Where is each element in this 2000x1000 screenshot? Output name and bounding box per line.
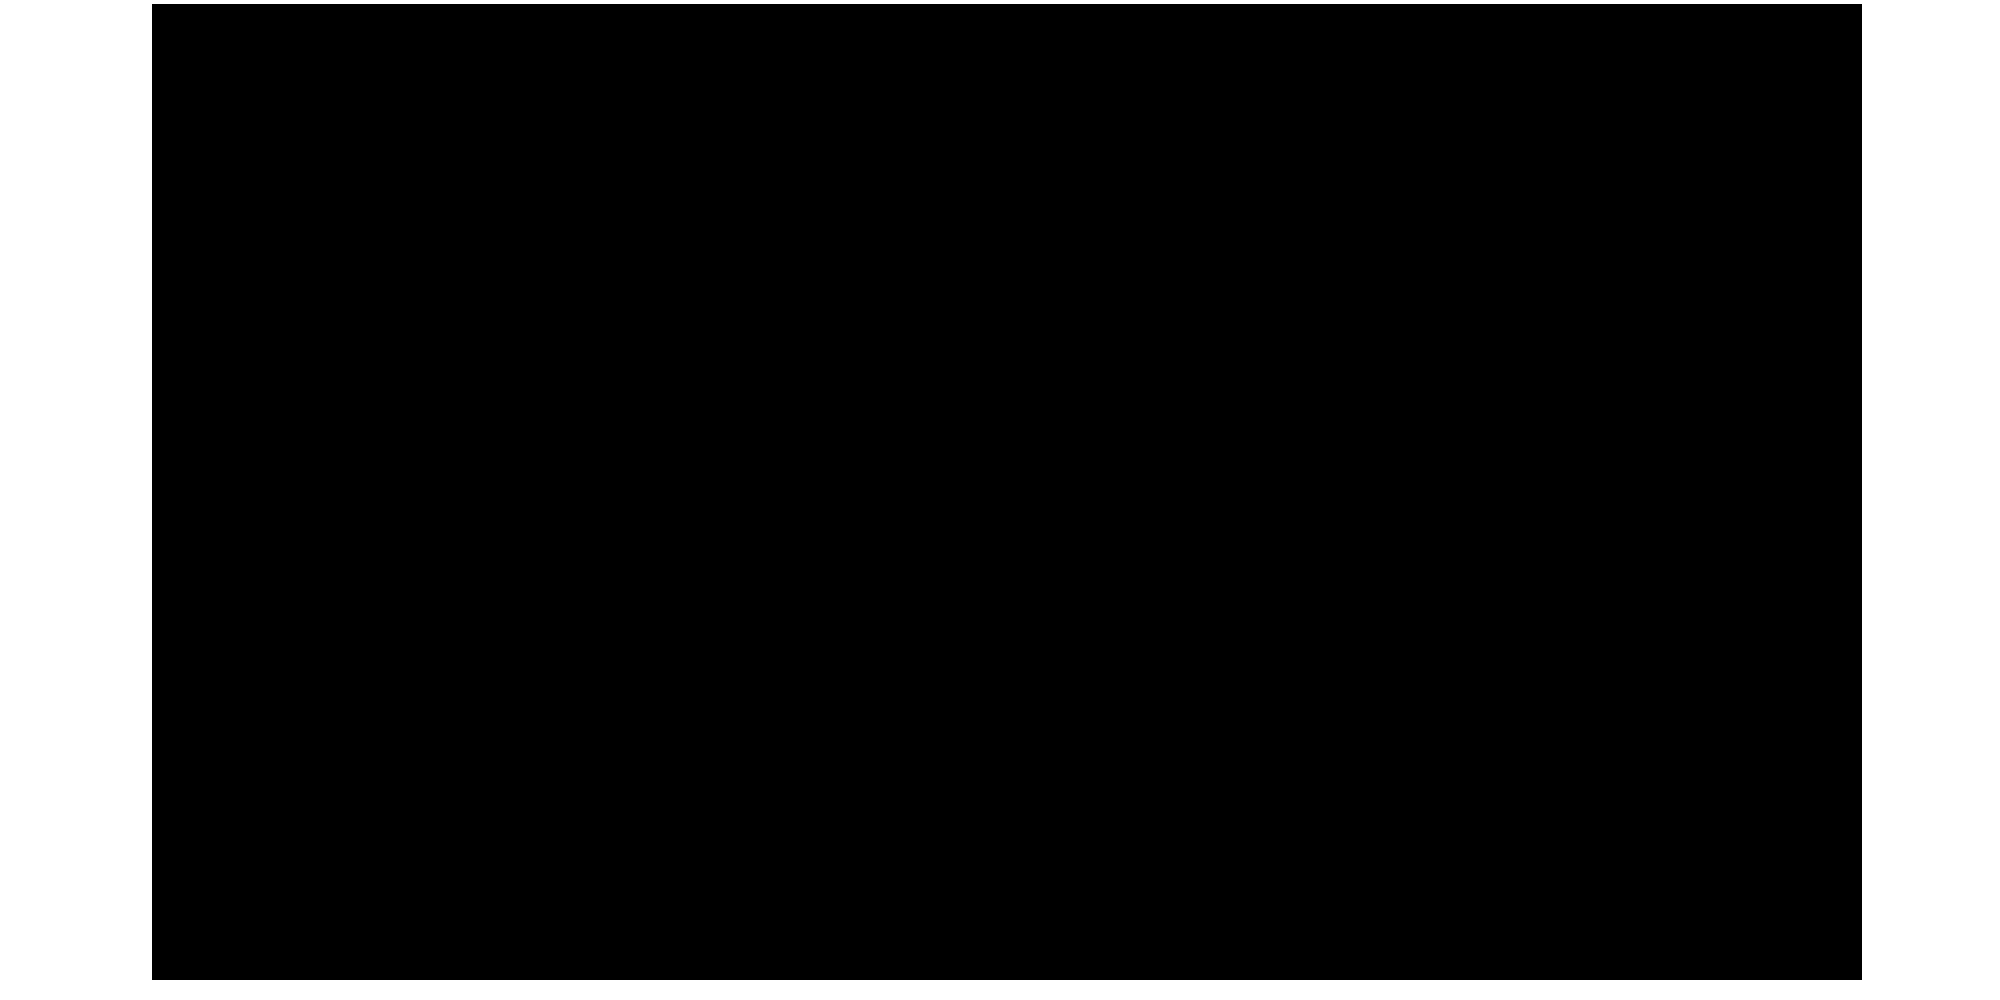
word-cloud (152, 4, 1862, 980)
